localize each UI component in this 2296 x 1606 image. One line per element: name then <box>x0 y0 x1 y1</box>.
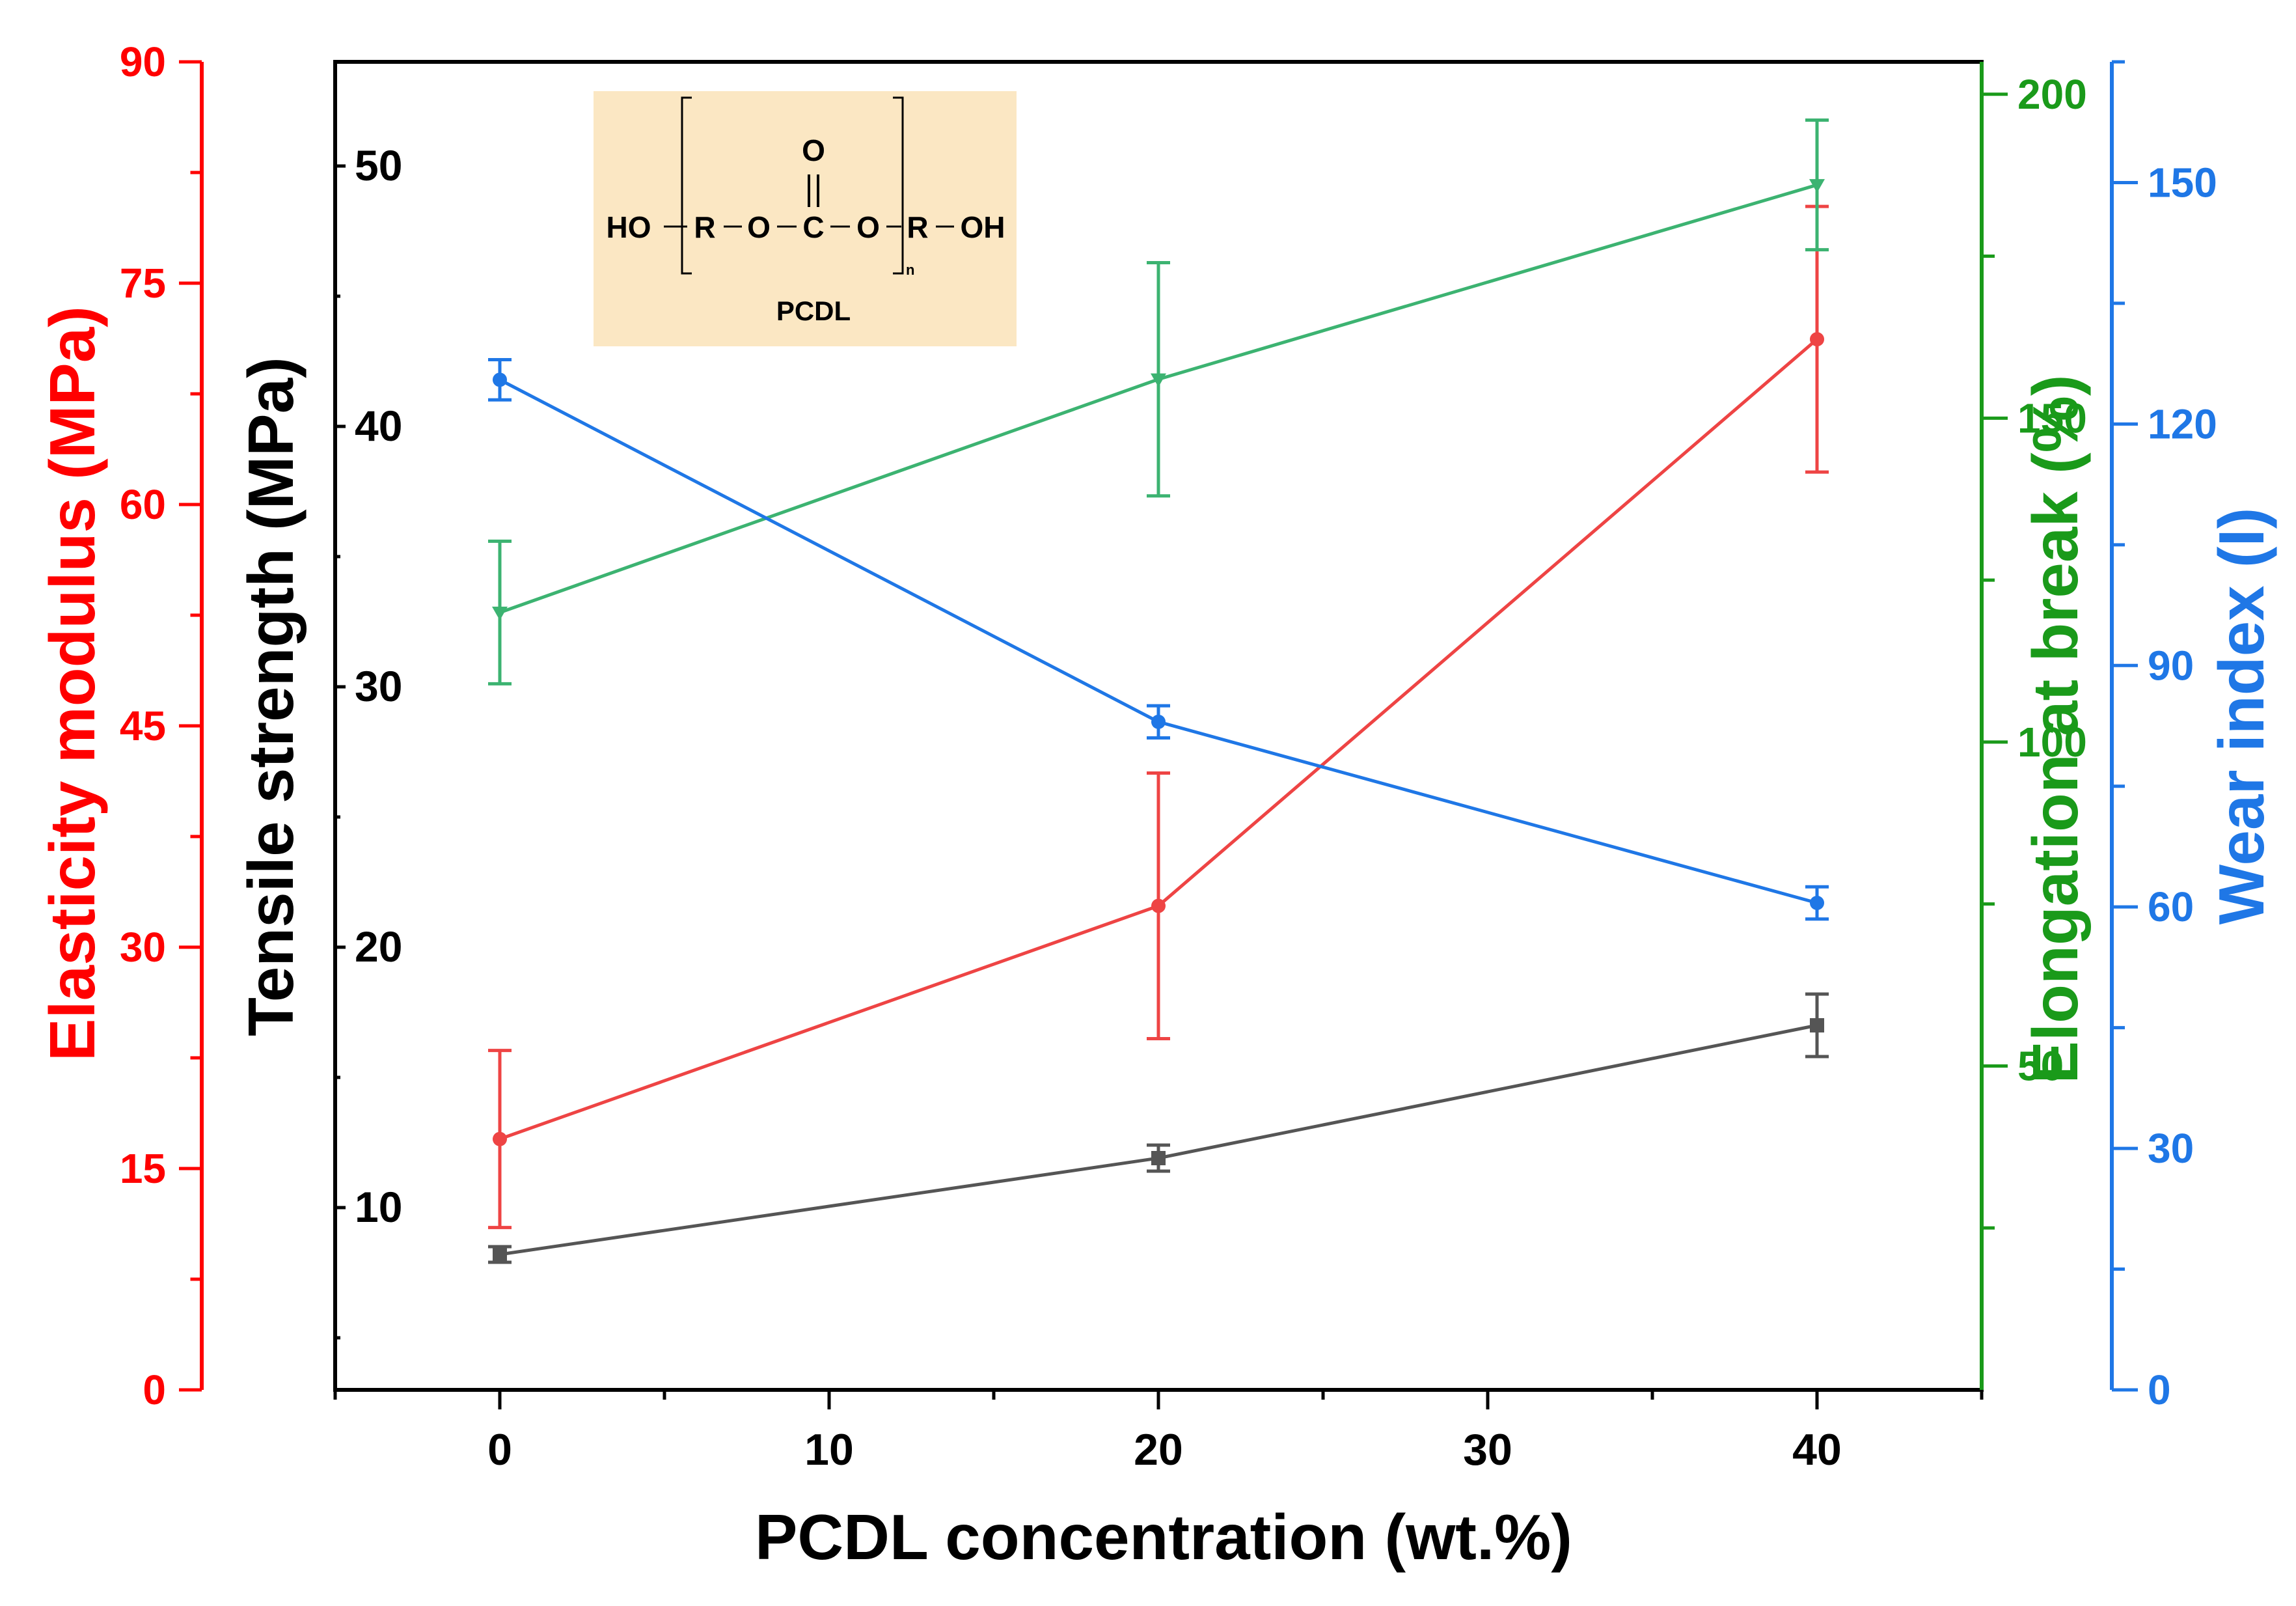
elongation-point <box>492 606 508 620</box>
inset-left-bracket <box>681 96 692 275</box>
wear-axis-label: Wear index (I) <box>2206 508 2277 925</box>
wear-point <box>1151 714 1166 729</box>
elongation-tick-label: 100 <box>2017 719 2087 766</box>
series-tensile <box>488 992 1829 1264</box>
x-axis-label: PCDL concentration (wt.%) <box>755 1501 1572 1573</box>
tensile-tick-label: 40 <box>355 402 402 450</box>
wear-point <box>493 372 507 387</box>
inset-atom-o2: O <box>856 210 880 244</box>
elongation-point <box>1151 373 1166 387</box>
elongation-tick-label: 200 <box>2017 71 2087 118</box>
tensile-point <box>1151 1151 1166 1165</box>
inset-atom-r2: R <box>907 210 928 244</box>
elongation-tick-label: 50 <box>2017 1042 2064 1089</box>
wear-point <box>1810 896 1824 910</box>
elasticity-tick-label: 30 <box>120 924 166 971</box>
x-tick-label: 30 <box>1463 1425 1512 1474</box>
tensile-tick-label: 50 <box>355 141 402 189</box>
inset-carbonyl-oxygen: O <box>802 133 825 167</box>
elasticity-tick-label: 0 <box>143 1366 166 1413</box>
elasticity-tick-label: 60 <box>120 481 166 528</box>
elasticity-point <box>1810 332 1824 347</box>
tensile-tick-label: 10 <box>355 1183 402 1231</box>
series-elongation <box>488 118 1829 685</box>
x-tick-label: 0 <box>487 1425 512 1474</box>
x-tick-label: 40 <box>1792 1425 1842 1474</box>
wear-tick-label: 0 <box>2148 1366 2171 1413</box>
inset-atom-o1: O <box>747 210 771 244</box>
axes-layer: 0 10 20 30 40 0 15 30 45 60 75 90 10 20 30 40 50 50 100 150… <box>120 38 2217 1474</box>
tensile-tick-label: 30 <box>355 662 402 710</box>
inset-atom-r1: R <box>694 210 715 244</box>
pcdl-structure-inset: O HO R O C O R OH n PCDL <box>594 91 1017 346</box>
x-tick-label: 20 <box>1134 1425 1183 1474</box>
wear-tick-label: 150 <box>2148 159 2217 206</box>
elasticity-tick-label: 15 <box>120 1145 166 1192</box>
inset-atom-ho: HO <box>607 210 651 244</box>
inset-label-pcdl: PCDL <box>776 296 851 326</box>
series-layer <box>488 118 1829 1264</box>
wear-tick-label: 60 <box>2148 883 2194 930</box>
inset-background <box>594 91 1017 346</box>
elasticity-point <box>1151 898 1166 913</box>
inset-repeat-subscript: n <box>906 262 914 278</box>
tensile-line <box>499 1023 1818 1256</box>
elongation-tick-label: 150 <box>2017 395 2087 441</box>
x-tick-label: 10 <box>804 1425 854 1474</box>
elasticity-tick-label: 75 <box>120 260 166 307</box>
series-wear <box>488 357 1829 921</box>
elasticity-tick-label: 90 <box>120 38 166 85</box>
inset-atom-c: C <box>802 210 824 244</box>
inset-atom-oh: OH <box>961 210 1005 244</box>
tensile-axis-label: Tensile strength (MPa) <box>235 357 307 1036</box>
tensile-point <box>1810 1018 1824 1032</box>
elongation-axis-label: Elongation at break (%) <box>2019 374 2091 1083</box>
inset-right-bracket <box>893 96 904 275</box>
elasticity-point <box>493 1131 507 1146</box>
wear-tick-label: 30 <box>2148 1125 2194 1172</box>
wear-tick-label: 90 <box>2148 642 2194 689</box>
tensile-point <box>493 1247 507 1262</box>
wear-tick-label: 120 <box>2148 400 2217 447</box>
tensile-tick-label: 20 <box>355 922 402 971</box>
elasticity-axis-label: Elasticity modulus (MPa) <box>36 306 108 1061</box>
elasticity-tick-label: 45 <box>120 702 166 749</box>
elongation-point <box>1809 179 1825 193</box>
